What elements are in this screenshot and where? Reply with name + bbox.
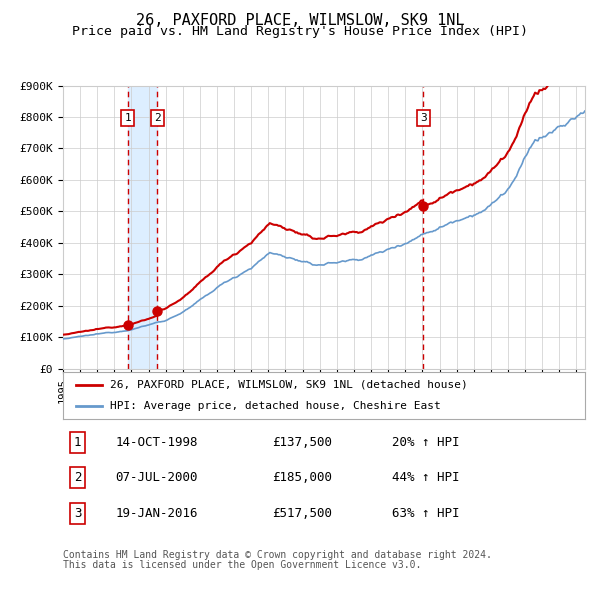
Bar <box>128 86 157 369</box>
Text: Contains HM Land Registry data © Crown copyright and database right 2024.: Contains HM Land Registry data © Crown c… <box>63 550 492 560</box>
Text: £185,000: £185,000 <box>272 471 332 484</box>
Text: 3: 3 <box>420 113 427 123</box>
Text: This data is licensed under the Open Government Licence v3.0.: This data is licensed under the Open Gov… <box>63 560 421 571</box>
Text: 07-JUL-2000: 07-JUL-2000 <box>115 471 198 484</box>
Text: 44% ↑ HPI: 44% ↑ HPI <box>392 471 460 484</box>
Text: 20% ↑ HPI: 20% ↑ HPI <box>392 435 460 448</box>
Text: 63% ↑ HPI: 63% ↑ HPI <box>392 507 460 520</box>
Text: 19-JAN-2016: 19-JAN-2016 <box>115 507 198 520</box>
Text: 1: 1 <box>74 435 82 448</box>
Text: 26, PAXFORD PLACE, WILMSLOW, SK9 1NL (detached house): 26, PAXFORD PLACE, WILMSLOW, SK9 1NL (de… <box>110 380 468 390</box>
Text: Price paid vs. HM Land Registry's House Price Index (HPI): Price paid vs. HM Land Registry's House … <box>72 25 528 38</box>
Text: 2: 2 <box>154 113 161 123</box>
Text: HPI: Average price, detached house, Cheshire East: HPI: Average price, detached house, Ches… <box>110 401 441 411</box>
Text: 3: 3 <box>74 507 82 520</box>
Text: £137,500: £137,500 <box>272 435 332 448</box>
Text: 14-OCT-1998: 14-OCT-1998 <box>115 435 198 448</box>
Text: 2: 2 <box>74 471 82 484</box>
Text: 1: 1 <box>124 113 131 123</box>
Text: £517,500: £517,500 <box>272 507 332 520</box>
Text: 26, PAXFORD PLACE, WILMSLOW, SK9 1NL: 26, PAXFORD PLACE, WILMSLOW, SK9 1NL <box>136 13 464 28</box>
